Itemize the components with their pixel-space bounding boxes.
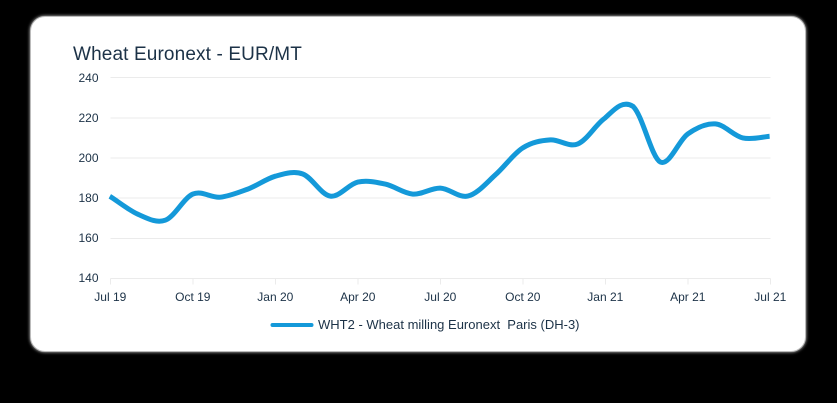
svg-text:WHT2 - Wheat milling Euronext: WHT2 - Wheat milling Euronext Paris (DH-… (318, 317, 580, 332)
svg-text:Jul 21: Jul 21 (754, 290, 786, 304)
svg-text:220: 220 (78, 111, 98, 125)
svg-text:Jan 20: Jan 20 (257, 290, 293, 304)
svg-text:Jul 20: Jul 20 (424, 290, 456, 304)
svg-text:180: 180 (78, 191, 98, 205)
svg-text:200: 200 (78, 151, 98, 165)
svg-text:Jan 21: Jan 21 (587, 290, 623, 304)
svg-text:Oct 20: Oct 20 (505, 290, 541, 304)
svg-text:Oct 19: Oct 19 (175, 290, 211, 304)
svg-text:160: 160 (78, 231, 98, 245)
svg-text:140: 140 (78, 271, 98, 285)
svg-text:Wheat Euronext - EUR/MT: Wheat Euronext - EUR/MT (73, 44, 302, 65)
svg-text:240: 240 (78, 71, 98, 85)
svg-text:Apr 21: Apr 21 (670, 290, 706, 304)
svg-text:Apr 20: Apr 20 (340, 290, 376, 304)
svg-text:Jul 19: Jul 19 (94, 290, 126, 304)
